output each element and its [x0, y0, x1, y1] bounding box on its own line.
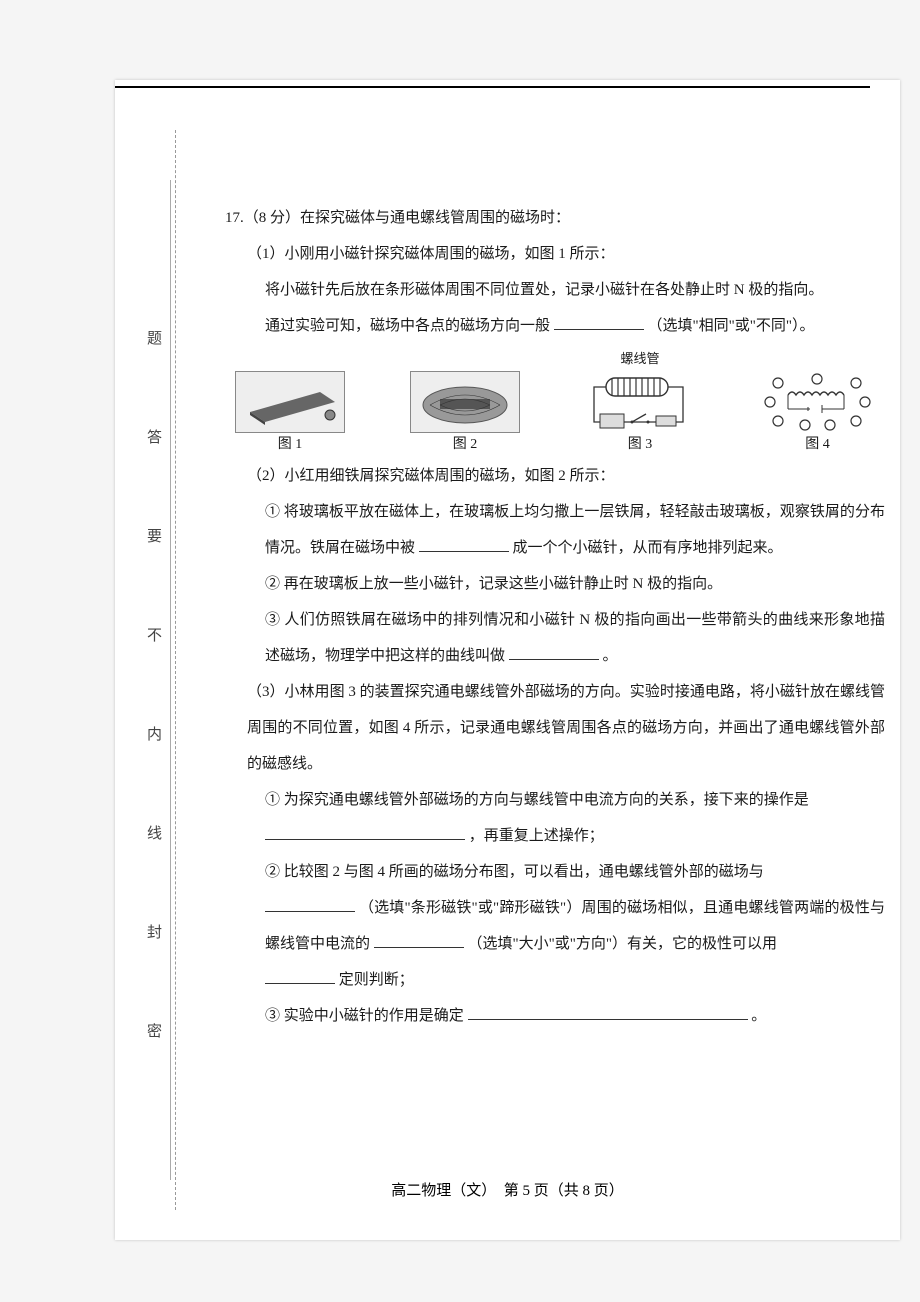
part2-item2: ② 再在玻璃板上放一些小磁针，记录这些小磁针静止时 N 极的指向。 — [225, 566, 885, 602]
part3-2a: ② 比较图 2 与图 4 所画的磁场分布图，可以看出，通电螺线管外部的磁场与 — [265, 864, 764, 880]
part2-item3: ③ 人们仿照铁屑在磁场中的排列情况和小磁针 N 极的指向画出一些带箭头的曲线来形… — [225, 602, 885, 674]
fill-blank[interactable] — [265, 825, 465, 840]
fill-blank[interactable] — [374, 933, 464, 948]
binding-label: 封 — [143, 924, 164, 951]
exam-page: 题 答 要 不 内 线 封 密 17.（8 分）在探究磁体与通电螺线管周围的磁场… — [115, 80, 900, 1240]
part3-1b: ，再重复上述操作； — [469, 828, 604, 844]
figure-2: 图 2 — [410, 371, 520, 454]
part1-body2a: 通过实验可知，磁场中各点的磁场方向一般 — [265, 318, 550, 334]
figure-1: 图 1 — [235, 371, 345, 454]
part2-intro: （2）小红用细铁屑探究磁体周围的磁场，如图 2 所示： — [225, 458, 885, 494]
binding-labels: 题 答 要 不 内 线 封 密 — [143, 330, 164, 1050]
part3-1a: ① 为探究通电螺线管外部磁场的方向与螺线管中电流方向的关系，接下来的操作是 — [265, 792, 809, 808]
binding-label: 内 — [143, 726, 164, 753]
part3-item3: ③ 实验中小磁针的作用是确定 。 — [225, 998, 885, 1034]
part1-body2: 通过实验可知，磁场中各点的磁场方向一般 （选填"相同"或"不同"）。 — [225, 308, 885, 344]
fill-blank[interactable] — [554, 315, 644, 330]
part3-intro: （3）小林用图 3 的装置探究通电螺线管外部磁场的方向。实验时接通电路，将小磁针… — [225, 674, 885, 782]
figure-3-image — [585, 371, 695, 433]
solenoid-tag: 螺线管 — [620, 352, 659, 365]
part1-body1: 将小磁针先后放在条形磁体周围不同位置处，记录小磁针在各处静止时 N 极的指向。 — [225, 272, 885, 308]
part3-2c: （选填"大小"或"方向"）有关，它的极性可以用 — [468, 936, 778, 952]
fill-blank[interactable] — [419, 537, 509, 552]
fill-blank[interactable] — [265, 897, 355, 912]
binding-label: 不 — [143, 627, 164, 654]
part3-item2: ② 比较图 2 与图 4 所画的磁场分布图，可以看出，通电螺线管外部的磁场与 （… — [225, 854, 885, 998]
part2-1b: 成一个个小磁针，从而有序地排列起来。 — [513, 540, 783, 556]
binding-label: 线 — [143, 825, 164, 852]
part2-3b: 。 — [603, 648, 618, 664]
figures-row: 图 1 图 2 — [225, 352, 885, 454]
part3-3b: 。 — [751, 1008, 766, 1024]
part3-item1: ① 为探究通电螺线管外部磁场的方向与螺线管中电流方向的关系，接下来的操作是 ，再… — [225, 782, 885, 854]
binding-dashed-line — [175, 130, 195, 1210]
question-content: 17.（8 分）在探究磁体与通电螺线管周围的磁场时： （1）小刚用小磁针探究磁体… — [225, 200, 885, 1034]
figure-4-image — [760, 371, 875, 433]
binding-label: 题 — [143, 330, 164, 357]
fill-blank[interactable] — [509, 645, 599, 660]
figure-4-label: 图 4 — [805, 437, 830, 454]
figure-3: 螺线管 — [585, 352, 695, 454]
page-footer: 高二物理（文） 第 5 页（共 8 页） — [115, 1179, 900, 1200]
part3-2d: 定则判断； — [339, 972, 414, 988]
figure-2-image — [410, 371, 520, 433]
part2-item1: ① 将玻璃板平放在磁体上，在玻璃板上均匀撒上一层铁屑，轻轻敲击玻璃板，观察铁屑的… — [225, 494, 885, 566]
part1-body2b: （选填"相同"或"不同"）。 — [648, 318, 815, 334]
figure-1-image — [235, 371, 345, 433]
circuit-solenoid-icon — [588, 372, 693, 432]
question-head: 17.（8 分）在探究磁体与通电螺线管周围的磁场时： — [225, 200, 885, 236]
part3-3a: ③ 实验中小磁针的作用是确定 — [265, 1008, 464, 1024]
fill-blank[interactable] — [468, 1005, 748, 1020]
bar-magnet-icon — [240, 377, 340, 427]
top-rule — [115, 86, 870, 88]
figure-2-label: 图 2 — [453, 437, 478, 454]
part1-intro: （1）小刚用小磁针探究磁体周围的磁场，如图 1 所示： — [225, 236, 885, 272]
figure-3-label: 图 3 — [628, 437, 653, 454]
figure-1-label: 图 1 — [278, 437, 303, 454]
iron-filings-icon — [415, 377, 515, 427]
binding-inner-line — [170, 180, 171, 1180]
solenoid-compass-icon — [760, 373, 875, 431]
binding-label: 密 — [143, 1023, 164, 1050]
binding-label: 答 — [143, 429, 164, 456]
binding-label: 要 — [143, 528, 164, 555]
figure-4: 图 4 — [760, 371, 875, 454]
fill-blank[interactable] — [265, 969, 335, 984]
